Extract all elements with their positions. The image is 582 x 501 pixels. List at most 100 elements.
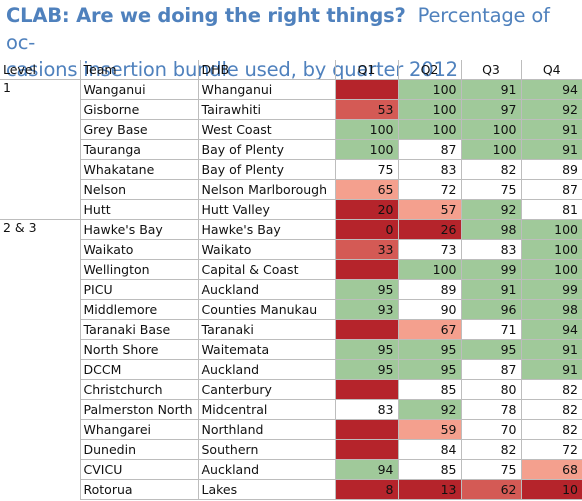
table-row: DCCM Auckland 95 95 87 91 (0, 359, 582, 380)
table-row: 2 & 3 Hawke's Bay Hawke's Bay 0 26 98 100 (0, 219, 582, 240)
team-cell: Waikato (79, 239, 199, 260)
dhb-cell: Tairawhiti (197, 99, 336, 120)
table-row: Wellington Capital & Coast 100 99 100 (0, 259, 582, 280)
level-cell (0, 479, 81, 500)
q1-value-cell: 94 (334, 459, 399, 480)
q2-value-cell: 100 (397, 119, 462, 140)
dhb-cell: Northland (197, 419, 336, 440)
dhb-cell: Hawke's Bay (197, 219, 336, 240)
team-cell: Grey Base (79, 119, 199, 140)
q4-value-cell: 94 (520, 79, 582, 100)
dhb-cell: Bay of Plenty (197, 159, 336, 180)
table-row: Middlemore Counties Manukau 93 90 96 98 (0, 299, 582, 320)
level-cell (0, 339, 81, 360)
q2-value-cell: 84 (397, 439, 462, 460)
column-header-q3: Q3 (460, 60, 522, 80)
team-cell: North Shore (79, 339, 199, 360)
level-cell (0, 399, 81, 420)
q1-value-cell (334, 79, 399, 100)
column-header-q2: Q2 (397, 60, 462, 80)
q3-value-cell: 99 (460, 259, 522, 280)
header-row: Level Team DHB Q1 Q2 Q3 Q4 (0, 60, 582, 80)
q1-value-cell: 93 (334, 299, 399, 320)
q4-value-cell: 72 (520, 439, 582, 460)
q2-value-cell: 67 (397, 319, 462, 340)
table-row: Dunedin Southern 84 82 72 (0, 439, 582, 460)
dhb-cell: Auckland (197, 459, 336, 480)
q3-value-cell: 62 (460, 479, 522, 500)
q4-value-cell: 94 (520, 319, 582, 340)
table-row: North Shore Waitemata 95 95 95 91 (0, 339, 582, 360)
q1-value-cell: 95 (334, 279, 399, 300)
bundle-usage-table: Level Team DHB Q1 Q2 Q3 Q4 1 Wanganui Whan… (0, 60, 582, 500)
table-row: Nelson Nelson Marlborough 65 72 75 87 (0, 179, 582, 200)
q2-value-cell: 72 (397, 179, 462, 200)
q3-value-cell: 82 (460, 159, 522, 180)
level-cell (0, 179, 81, 200)
team-cell: Gisborne (79, 99, 199, 120)
level-cell (0, 119, 81, 140)
dhb-cell: West Coast (197, 119, 336, 140)
team-cell: Christchurch (79, 379, 199, 400)
dhb-cell: Canterbury (197, 379, 336, 400)
team-cell: Dunedin (79, 439, 199, 460)
q2-value-cell: 95 (397, 359, 462, 380)
q1-value-cell: 33 (334, 239, 399, 260)
q3-value-cell: 100 (460, 139, 522, 160)
level-cell: 2 & 3 (0, 219, 81, 240)
level-cell (0, 459, 81, 480)
level-cell (0, 239, 81, 260)
q4-value-cell: 91 (520, 359, 582, 380)
team-cell: Nelson (79, 179, 199, 200)
q4-value-cell: 82 (520, 379, 582, 400)
level-cell (0, 99, 81, 120)
q1-value-cell: 8 (334, 479, 399, 500)
q4-value-cell: 81 (520, 199, 582, 220)
q1-value-cell (334, 259, 399, 280)
column-header-team: Team (79, 60, 199, 80)
table-row: Christchurch Canterbury 85 80 82 (0, 379, 582, 400)
q4-value-cell: 89 (520, 159, 582, 180)
dhb-cell: Southern (197, 439, 336, 460)
table-row: Hutt Hutt Valley 20 57 92 81 (0, 199, 582, 220)
q3-value-cell: 82 (460, 439, 522, 460)
team-cell: Whakatane (79, 159, 199, 180)
dhb-cell: Hutt Valley (197, 199, 336, 220)
team-cell: Rotorua (79, 479, 199, 500)
level-cell (0, 279, 81, 300)
q4-value-cell: 82 (520, 399, 582, 420)
table-row: Gisborne Tairawhiti 53 100 97 92 (0, 99, 582, 120)
q2-value-cell: 100 (397, 259, 462, 280)
dhb-cell: Midcentral (197, 399, 336, 420)
level-cell (0, 379, 81, 400)
q2-value-cell: 73 (397, 239, 462, 260)
column-header-level: Level (0, 60, 81, 80)
q2-value-cell: 92 (397, 399, 462, 420)
dhb-cell: Counties Manukau (197, 299, 336, 320)
q4-value-cell: 100 (520, 259, 582, 280)
q2-value-cell: 85 (397, 459, 462, 480)
table-row: Rotorua Lakes 8 13 62 10 (0, 479, 582, 500)
q1-value-cell: 53 (334, 99, 399, 120)
q1-value-cell: 0 (334, 219, 399, 240)
column-header-dhb: DHB (197, 60, 336, 80)
table-row: CVICU Auckland 94 85 75 68 (0, 459, 582, 480)
q3-value-cell: 70 (460, 419, 522, 440)
q3-value-cell: 100 (460, 119, 522, 140)
table-row: Whangarei Northland 59 70 82 (0, 419, 582, 440)
q4-value-cell: 92 (520, 99, 582, 120)
q2-value-cell: 95 (397, 339, 462, 360)
q2-value-cell: 59 (397, 419, 462, 440)
q4-value-cell: 91 (520, 119, 582, 140)
level-cell (0, 359, 81, 380)
table-row: Grey Base West Coast 100 100 100 91 (0, 119, 582, 140)
title-heading: CLAB: Are we doing the right things? (6, 4, 406, 27)
team-cell: Wellington (79, 259, 199, 280)
team-cell: Hawke's Bay (79, 219, 199, 240)
q4-value-cell: 98 (520, 299, 582, 320)
q2-value-cell: 85 (397, 379, 462, 400)
dhb-cell: Auckland (197, 279, 336, 300)
q4-value-cell: 87 (520, 179, 582, 200)
level-cell (0, 159, 81, 180)
q3-value-cell: 71 (460, 319, 522, 340)
